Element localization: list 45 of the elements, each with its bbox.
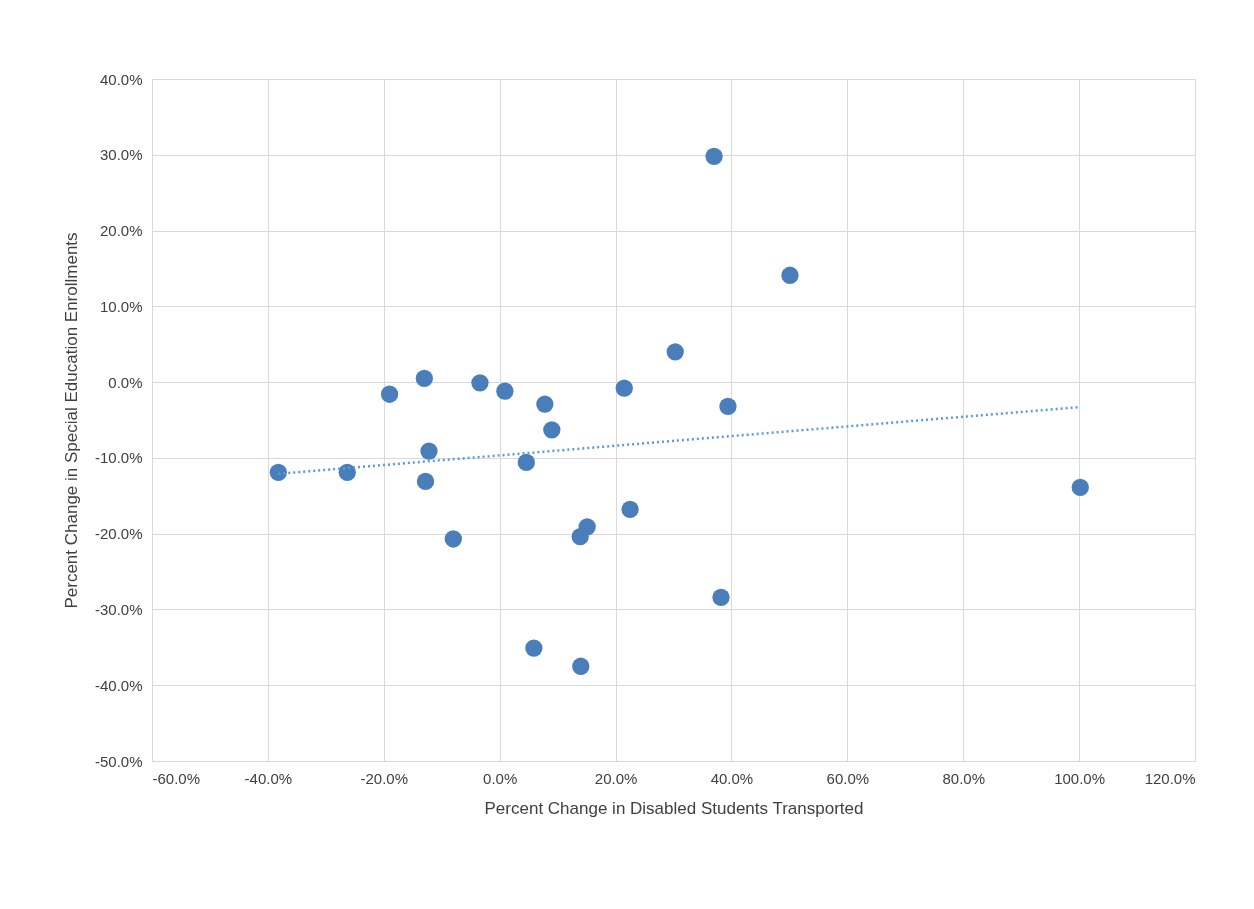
point: [712, 588, 730, 606]
y-tick-label: -30.0%: [94, 600, 143, 618]
y-tick-label: 40.0%: [99, 70, 143, 88]
point: [621, 500, 639, 519]
y-tick-label: 0.0%: [108, 373, 143, 391]
y-tick-label: -10.0%: [94, 449, 143, 467]
point: [269, 463, 287, 481]
y-tick-label: -20.0%: [94, 525, 143, 543]
x-axis-title: Percent Change in Disabled Students Transported: [484, 798, 864, 818]
point: [338, 463, 356, 481]
x-tick-label: 60.0%: [826, 769, 870, 787]
point: [416, 472, 435, 491]
y-tick-label: -40.0%: [94, 676, 143, 694]
point: [1071, 478, 1089, 497]
x-tick-label: 120.0%: [1144, 769, 1196, 787]
point: [517, 453, 535, 472]
point: [615, 379, 633, 397]
x-tick-label: 20.0%: [594, 769, 638, 787]
point: [571, 528, 589, 546]
x-tick-label: 0.0%: [483, 769, 518, 787]
x-tick-label: -20.0%: [360, 769, 409, 787]
y-axis-title: Percent Change in Special Education Enrollments: [61, 232, 81, 609]
x-tick-label: 40.0%: [710, 769, 754, 787]
point: [705, 147, 723, 165]
y-tick-label: 10.0%: [99, 297, 143, 315]
point: [781, 266, 799, 284]
point: [444, 530, 462, 548]
point: [543, 421, 561, 439]
y-tick-label: 20.0%: [99, 222, 143, 240]
point: [380, 385, 399, 403]
x-tick-label: -40.0%: [244, 769, 293, 787]
y-tick-label: 30.0%: [99, 146, 143, 164]
point: [719, 397, 737, 415]
point: [415, 369, 433, 387]
x-tick-label: -60.0%: [152, 769, 201, 787]
x-tick-label: 100.0%: [1054, 769, 1106, 787]
point: [471, 374, 489, 392]
point: [420, 442, 438, 460]
point: [496, 382, 514, 400]
point: [536, 395, 554, 413]
x-tick-label: 80.0%: [942, 769, 985, 787]
y-tick-label: -50.0%: [94, 752, 143, 770]
point: [666, 343, 684, 361]
point: [572, 657, 590, 675]
point: [525, 639, 543, 657]
